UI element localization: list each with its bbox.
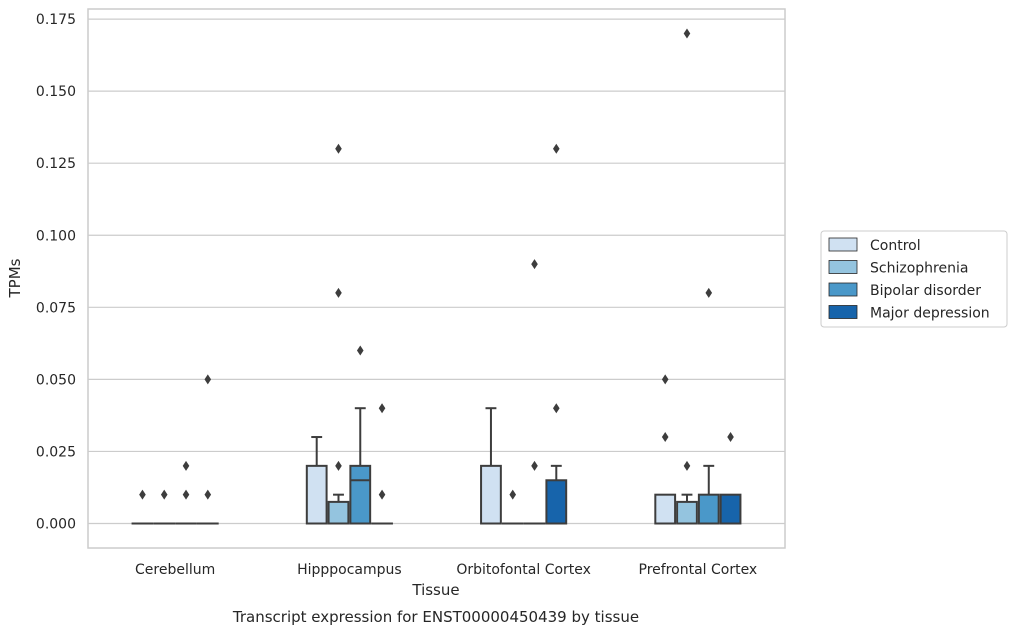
- box-control-1: [305, 436, 328, 525]
- box-schizophrenia-0: [153, 489, 176, 525]
- outlier-point: [705, 287, 713, 298]
- x-tick-label: Cerebellum: [135, 562, 215, 578]
- outlier-point: [661, 374, 669, 385]
- y-tick-label: 0.025: [36, 444, 76, 460]
- legend-label: Schizophrenia: [870, 261, 968, 277]
- y-axis-ticks: 0.000 0.025 0.050 0.075 0.100 0.125 0.150 0.175: [36, 12, 76, 532]
- outlier-point: [335, 143, 342, 154]
- box-body: [676, 500, 698, 525]
- outlier-point: [378, 403, 386, 414]
- outlier-point: [160, 489, 168, 500]
- legend-label: Major depression: [870, 306, 990, 322]
- box-body: [480, 464, 502, 525]
- box-body: [697, 493, 720, 525]
- legend-swatch: [828, 260, 858, 274]
- legend-frame: [820, 230, 1008, 328]
- plot-frame: [87, 8, 786, 549]
- box-body: [305, 464, 328, 525]
- box-bipolar-disorder-1: [349, 345, 372, 525]
- grid-lines: [88, 18, 785, 525]
- box-major-depression-2: [545, 143, 568, 525]
- y-tick-label: 0.125: [36, 156, 76, 172]
- y-axis-label: TPMs: [6, 258, 24, 298]
- outlier-point: [204, 374, 212, 385]
- box-body: [719, 493, 742, 525]
- box-body: [349, 464, 372, 525]
- legend-swatch: [828, 237, 858, 252]
- outlier-point: [531, 460, 538, 471]
- box-schizophrenia-1: [327, 143, 350, 525]
- outlier-point: [335, 460, 342, 471]
- y-tick-label: 0.075: [36, 300, 76, 316]
- y-tick-label: 0.050: [36, 372, 76, 388]
- box-major-depression-0: [196, 374, 219, 525]
- legend: Control Schizophrenia Bipolar disorder Majo…: [820, 230, 1008, 328]
- outlier-point: [661, 432, 669, 443]
- y-tick-label: 0.100: [36, 228, 76, 244]
- legend-swatch: [828, 282, 858, 297]
- outlier-point: [683, 28, 691, 39]
- legend-label: Bipolar disorder: [870, 283, 981, 299]
- chart-caption: Transcript expression for ENST0000045043…: [232, 608, 639, 626]
- outlier-point: [182, 489, 190, 500]
- y-tick-label: 0.150: [36, 84, 76, 100]
- box-bipolar-disorder-2: [523, 259, 546, 525]
- outlier-point: [356, 345, 364, 356]
- x-tick-label: Prefrontal Cortex: [639, 562, 758, 578]
- box-control-0: [131, 489, 154, 525]
- outlier-point: [509, 489, 517, 500]
- box-control-3: [654, 374, 677, 525]
- box-body: [327, 500, 350, 525]
- plot-area: [131, 28, 742, 525]
- box-control-2: [480, 407, 502, 525]
- outlier-point: [139, 489, 146, 500]
- outlier-point: [531, 259, 538, 270]
- box-major-depression-3: [719, 432, 742, 525]
- box-body: [545, 479, 568, 525]
- outlier-point: [552, 143, 560, 154]
- x-tick-label: Hipppocampus: [297, 562, 402, 578]
- outlier-point: [335, 287, 342, 298]
- outlier-point: [552, 403, 560, 414]
- y-tick-label: 0.175: [36, 12, 76, 28]
- outlier-point: [182, 460, 190, 471]
- y-tick-label: 0.000: [36, 517, 76, 533]
- box-bipolar-disorder-3: [697, 287, 720, 525]
- outlier-point: [683, 460, 691, 471]
- box-major-depression-1: [371, 403, 393, 525]
- outlier-point: [727, 432, 734, 443]
- outlier-point: [378, 489, 386, 500]
- outlier-point: [204, 489, 212, 500]
- box-bipolar-disorder-0: [175, 460, 197, 525]
- box-schizophrenia-3: [676, 28, 698, 525]
- legend-swatch: [828, 305, 858, 319]
- box-schizophrenia-2: [501, 489, 524, 525]
- x-axis-ticks: Cerebellum Hipppocampus Orbitofontal Corte…: [135, 562, 757, 578]
- box-body: [654, 493, 677, 525]
- x-axis-label: Tissue: [411, 581, 459, 599]
- x-tick-label: Orbitofontal Cortex: [456, 562, 591, 578]
- legend-label: Control: [870, 238, 921, 254]
